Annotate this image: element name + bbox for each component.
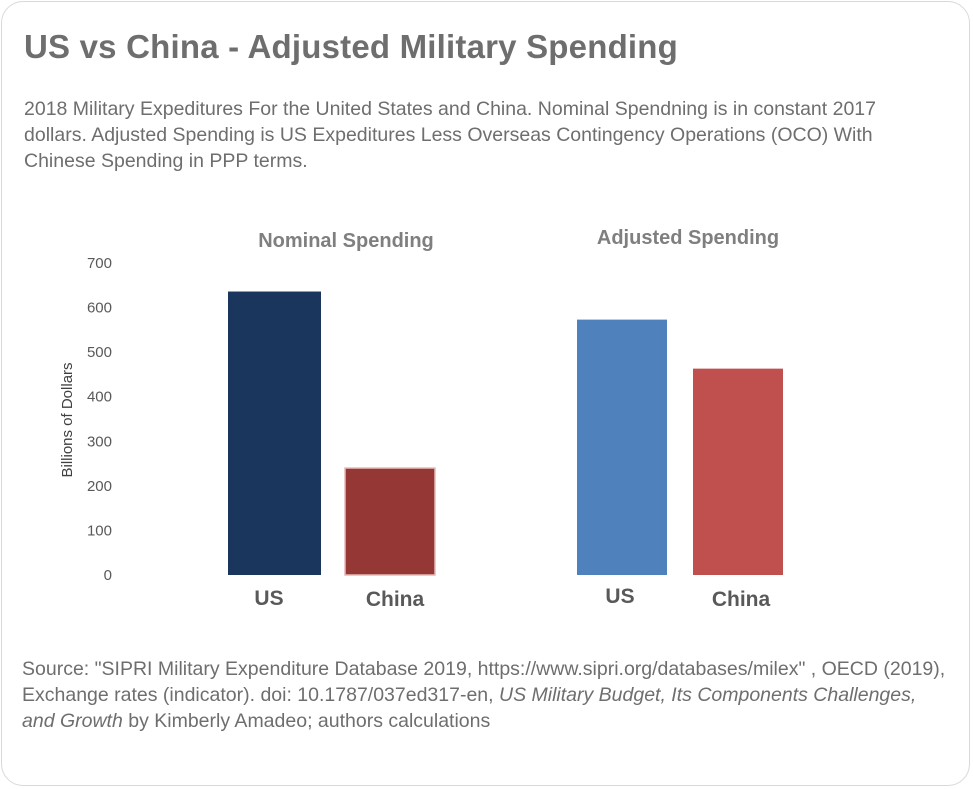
- bar: [577, 319, 667, 575]
- source-italic-title: US Military Budget, Its Components Chall…: [22, 684, 917, 732]
- source-note: Source: "SIPRI Military Expenditure Data…: [22, 656, 952, 734]
- y-tick-label: 700: [87, 255, 112, 272]
- y-tick-label: 0: [104, 567, 112, 584]
- category-label: US: [254, 587, 283, 610]
- bar: [344, 467, 436, 576]
- category-label: US: [605, 585, 634, 608]
- y-tick-label: 100: [87, 522, 112, 539]
- chart-title: US vs China - Adjusted Military Spending: [24, 28, 679, 65]
- chart-subtitle: 2018 Military Expeditures For the United…: [24, 98, 876, 172]
- bar-group: Adjusted Spending US China: [577, 227, 783, 611]
- y-tick-label: 600: [87, 300, 112, 317]
- y-tick-label: 300: [87, 433, 112, 450]
- source-text-end: by Kimberly Amadeo; authors calculations: [122, 710, 491, 732]
- y-tick-label: 400: [87, 389, 112, 406]
- bar: [228, 291, 321, 575]
- y-axis-label: Billions of Dollars: [59, 362, 76, 477]
- group-title: Adjusted Spending: [597, 227, 779, 249]
- bar-group: Nominal Spending US China: [228, 230, 436, 611]
- source-text: Source: "SIPRI Military Expenditure Data…: [22, 658, 946, 706]
- y-axis-ticks: 0 100 200 300 400 500 600 700: [87, 255, 112, 584]
- category-label: China: [366, 588, 425, 611]
- bar: [693, 368, 783, 575]
- group-title: Nominal Spending: [258, 230, 434, 252]
- y-tick-label: 500: [87, 344, 112, 361]
- y-tick-label: 200: [87, 478, 112, 495]
- category-label: China: [712, 588, 771, 611]
